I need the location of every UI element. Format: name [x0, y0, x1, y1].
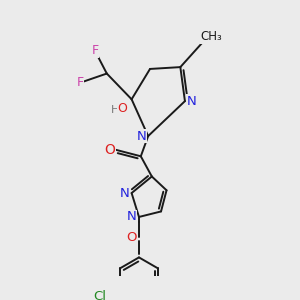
Text: CH₃: CH₃	[201, 30, 223, 43]
Text: O: O	[126, 231, 137, 244]
Text: N: N	[127, 211, 136, 224]
Text: F: F	[91, 44, 98, 57]
Text: F: F	[76, 76, 84, 89]
Text: O: O	[118, 102, 128, 115]
Text: Cl: Cl	[93, 290, 106, 300]
Text: N: N	[187, 94, 196, 108]
Text: N: N	[137, 130, 147, 142]
Text: O: O	[104, 143, 115, 157]
Text: H: H	[111, 105, 119, 115]
Text: N: N	[119, 187, 129, 200]
